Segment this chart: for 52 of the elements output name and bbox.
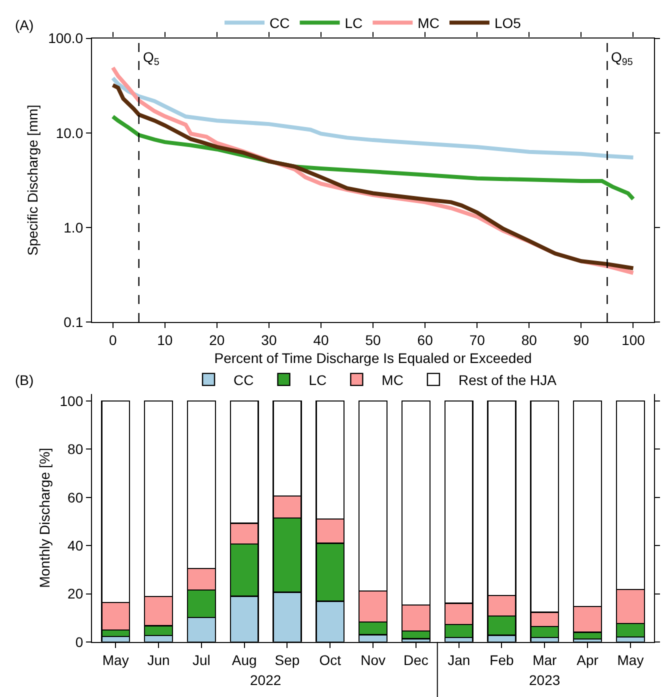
- legend-label: MC: [418, 15, 440, 32]
- x-tick-label: Feb: [490, 652, 514, 668]
- x-tick-label: Aug: [232, 652, 257, 668]
- ref-line-label: Q$_{95}$: [611, 49, 634, 68]
- y-tick-label: 60: [68, 489, 84, 506]
- y-tick-label: 10.0: [56, 124, 84, 141]
- y-tick-label: 1.0: [64, 219, 84, 236]
- x-tick-label: May: [102, 652, 129, 668]
- x-tick-label: 50: [365, 332, 382, 348]
- legend-label: LC: [344, 15, 363, 32]
- y-tick-label: 80: [68, 441, 84, 458]
- x-tick-label: Oct: [319, 652, 342, 668]
- x-tick-label: Nov: [360, 652, 386, 668]
- ref-line-label: Q$_{5}$: [143, 49, 160, 68]
- legend-label: MC: [382, 372, 404, 388]
- x-tick-label: Dec: [403, 652, 428, 668]
- x-tick-label: Sep: [274, 652, 300, 668]
- y-tick-label: 0.1: [64, 314, 84, 330]
- x-tick-label: Jan: [448, 652, 470, 668]
- x-tick-label: 0: [108, 332, 117, 348]
- text: (B): [15, 372, 34, 388]
- legend-label: CC: [270, 15, 290, 32]
- x-tick-label: Mar: [532, 652, 558, 668]
- y-tick-label: 0: [75, 634, 84, 650]
- y-axis-title: Monthly Discharge [%]: [36, 448, 52, 588]
- x-tick-label: 20: [209, 332, 225, 348]
- x-tick-label: 40: [313, 332, 329, 348]
- text: 2023: [529, 672, 560, 688]
- x-tick-label: 10: [157, 332, 173, 348]
- text: 2022: [250, 672, 282, 688]
- x-tick-label: 90: [573, 332, 590, 348]
- x-tick-label: 100: [622, 332, 646, 348]
- x-tick-label: 30: [261, 332, 277, 348]
- x-tick-label: 70: [469, 332, 486, 348]
- y-tick-label: 100.0: [48, 30, 84, 46]
- legend-label: Rest of the HJA: [458, 372, 558, 388]
- legend-label: CC: [234, 372, 254, 388]
- x-tick-label: Jul: [192, 652, 210, 668]
- legend-label: LC: [308, 372, 327, 388]
- x-axis-title: Percent of Time Discharge Is Equaled or Exceeded: [214, 350, 532, 366]
- y-tick-label: 20: [68, 586, 84, 602]
- text: (A): [15, 17, 34, 33]
- y-tick-label: 100: [60, 392, 84, 409]
- legend-label: LO5: [494, 15, 522, 32]
- y-axis-title: Specific Discharge [mm]: [24, 104, 41, 256]
- x-tick-label: Apr: [576, 652, 599, 668]
- y-tick-label: 40: [68, 537, 84, 554]
- x-tick-label: 80: [521, 332, 538, 348]
- x-tick-label: Jun: [147, 652, 170, 668]
- x-tick-label: May: [617, 652, 644, 668]
- line-series: [110, 76, 636, 160]
- x-tick-label: 60: [417, 332, 434, 348]
